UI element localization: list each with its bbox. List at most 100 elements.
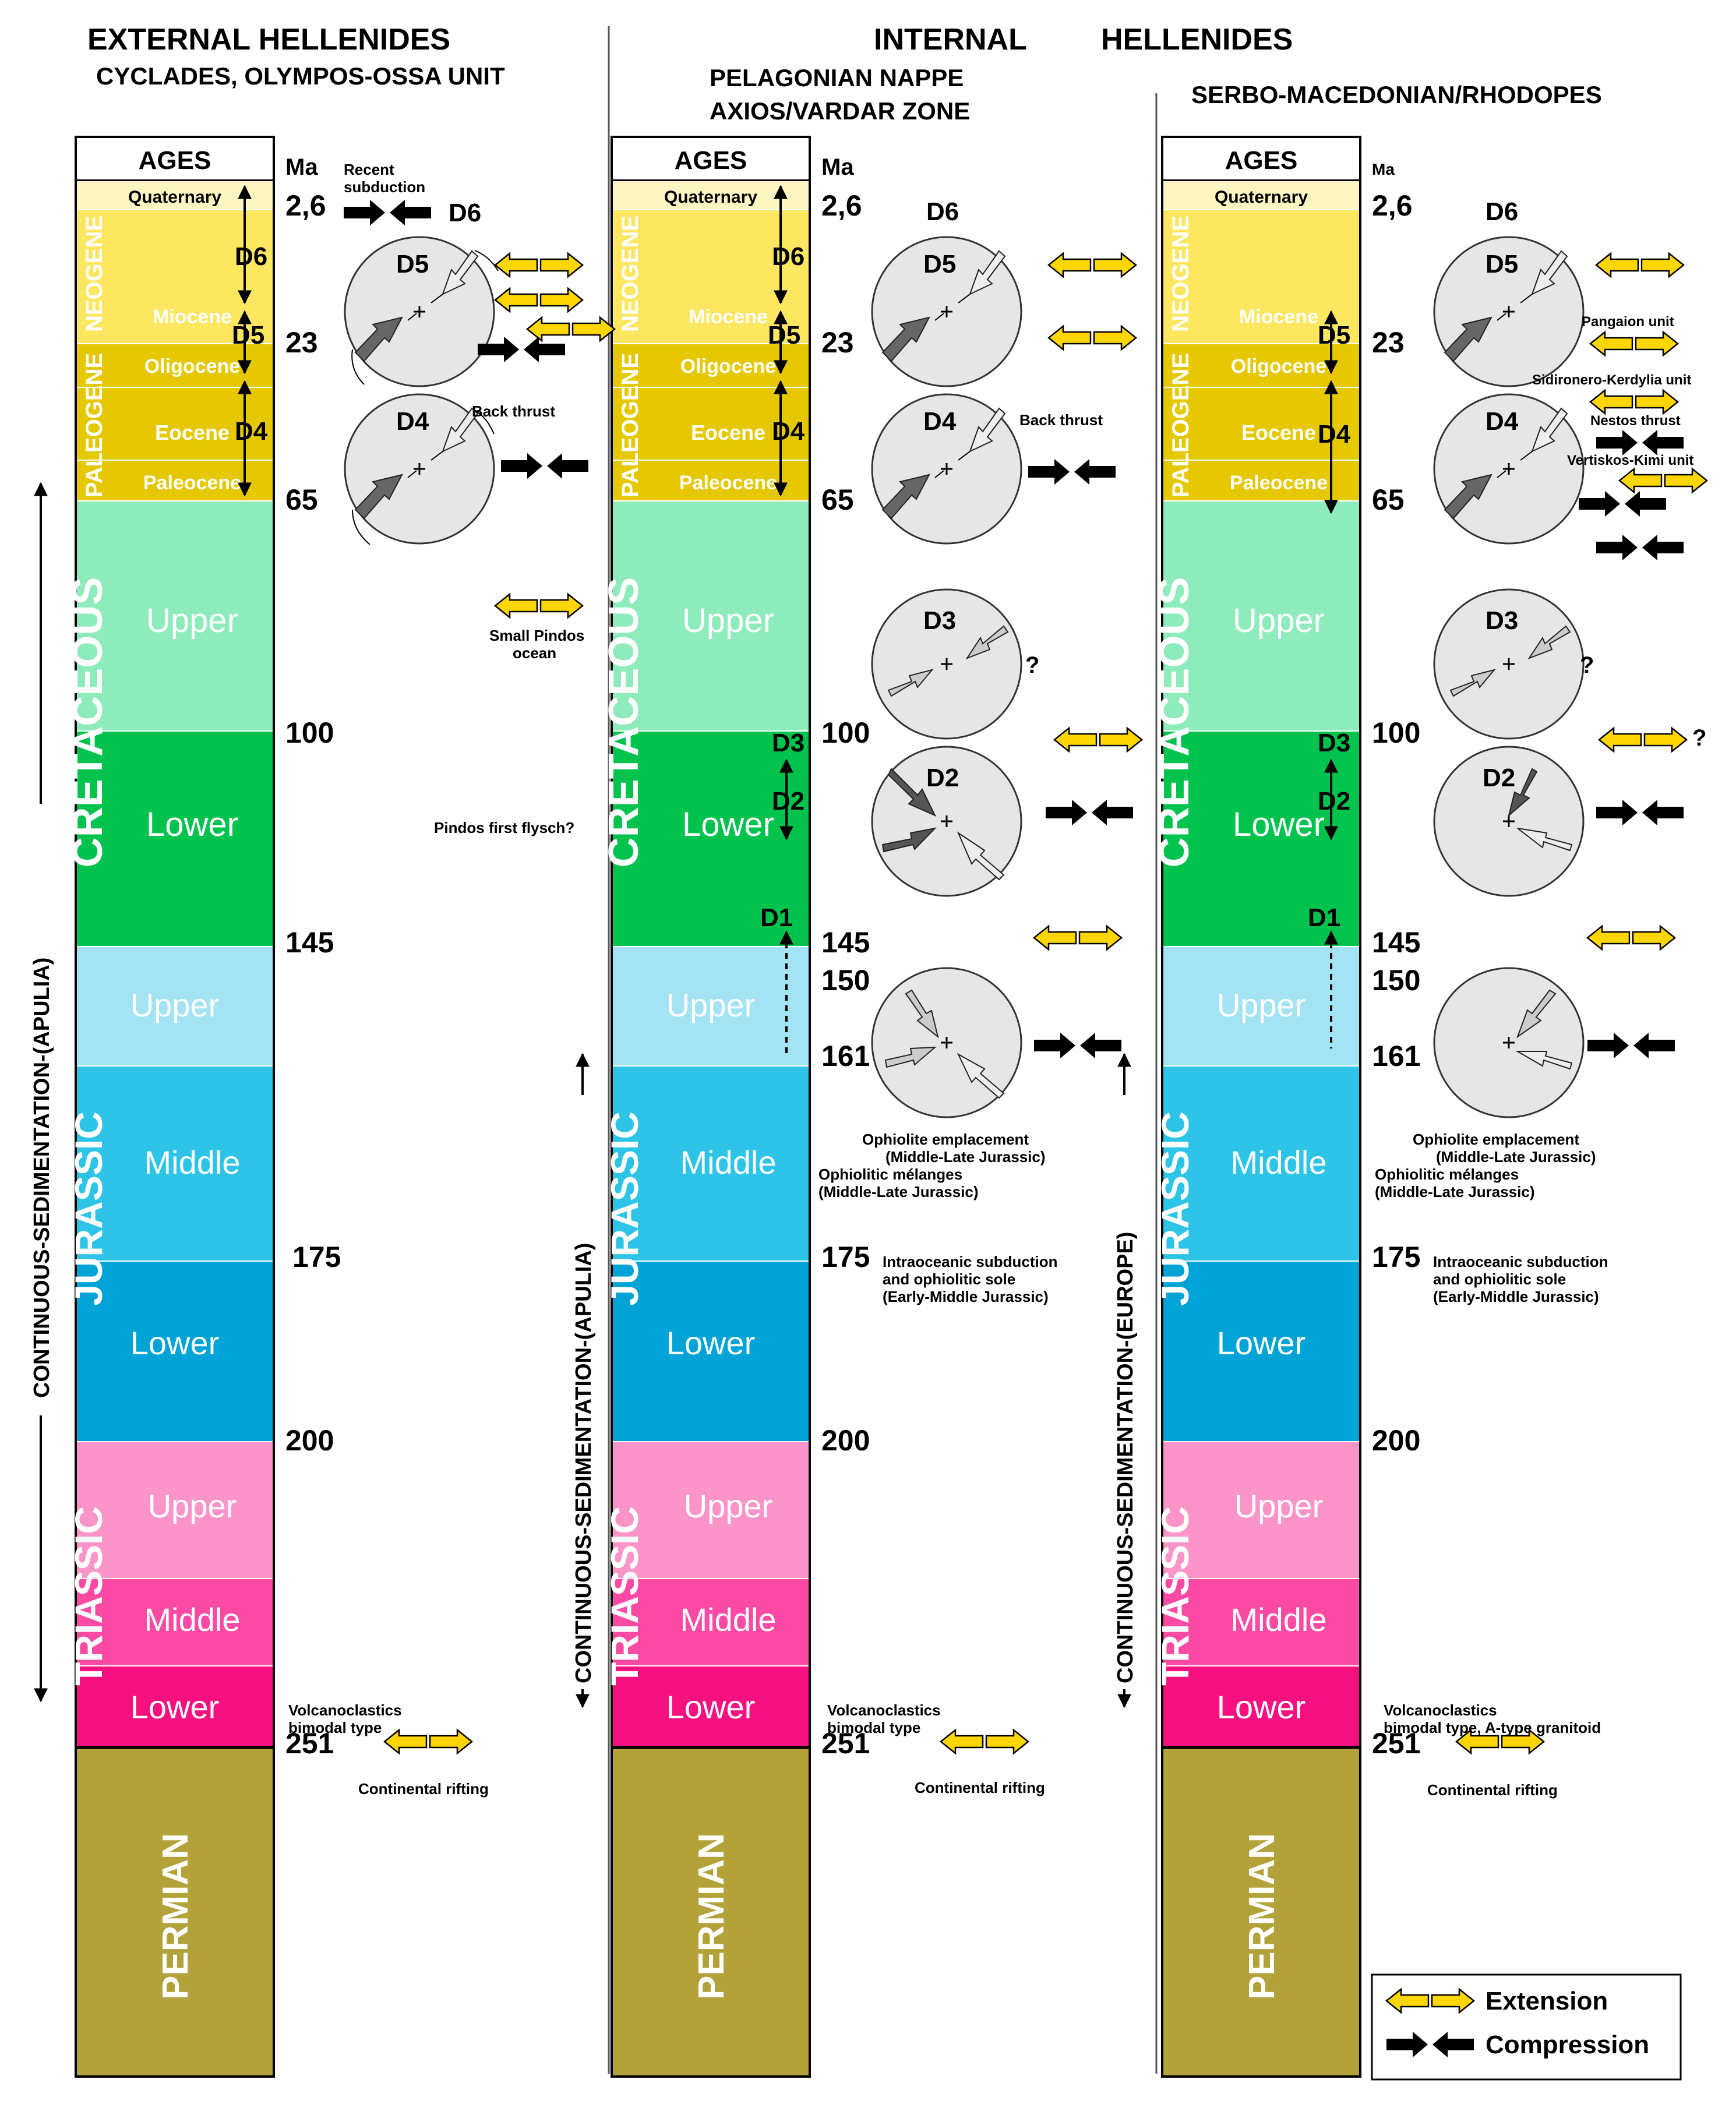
epoch-label-upper: Upper (1217, 987, 1306, 1023)
epoch-label-upper: Upper (1233, 602, 1325, 640)
epoch-label-lower: Lower (682, 806, 774, 843)
extension-pangaion-col3 (1589, 331, 1679, 356)
strain-circle-d1-col2 (871, 967, 1022, 1118)
ma-labels: Ma 2,6 23 65 100 145 175 200 251 Ma 2,6 23 65 100 145 1… (285, 154, 1420, 1760)
intraoceanic-3-col2: (Early-Middle Jurassic) (883, 1288, 1049, 1305)
volcano-2-col1: bimodal type (288, 1719, 382, 1736)
epoch-label-oligocene: Oligocene (1231, 355, 1326, 377)
back-thrust-col1: Back thrust (472, 402, 555, 420)
ma-value: 23 (285, 326, 318, 359)
ophiolitic-mel-1-col3: Ophiolitic mélanges (1375, 1166, 1519, 1183)
d3-label-col2: D3 (772, 729, 805, 757)
epoch-label-miocene: Miocene (689, 306, 768, 328)
epoch-label-middle: Middle (144, 1144, 241, 1181)
ma-value: 65 (285, 483, 318, 516)
legend-extension-label: Extension (1486, 1987, 1608, 2015)
intraoceanic-2-col3: and ophiolitic sole (1433, 1270, 1566, 1288)
extension-d3-col2 (1053, 727, 1143, 753)
volcano-1-col1: Volcanoclastics (288, 1701, 402, 1719)
d4-label-col2: D4 (772, 417, 805, 446)
compression-d4b-col3 (1596, 535, 1684, 560)
extension-d5a-col2 (1047, 252, 1137, 278)
strain-circle-d2-col3 (1433, 746, 1585, 897)
triassic-upper-cell (75, 1441, 274, 1579)
epoch-label-lower: Lower (1233, 806, 1325, 843)
d2-circle-label-col3: D2 (1483, 764, 1515, 792)
vertical-label-col2: CONTINUOUS-SEDIMENTATION-(APULIA) (571, 1243, 596, 1683)
epoch-label-lower: Lower (1217, 1325, 1306, 1361)
strain-circle-d3-col3 (1433, 588, 1585, 740)
d4-circle-label-col2: D4 (923, 407, 957, 436)
compression-d4-col1 (501, 453, 588, 479)
volcano-1-col3: Volcanoclastics (1384, 1701, 1497, 1719)
d2-circle-label-col2: D2 (926, 764, 959, 792)
extension-pindos-col1 (494, 593, 584, 619)
vertical-label-col3: CONTINUOUS-SEDIMENTATION-(EUROPE) (1113, 1232, 1138, 1683)
compression-d2-col2 (1046, 800, 1133, 825)
epoch-label-miocene: Miocene (1239, 306, 1318, 328)
extension-vertiskos-col3 (1618, 468, 1708, 493)
epoch-label-upper: Upper (130, 987, 220, 1023)
jurassic-lower-cell (75, 1260, 274, 1442)
d4-circle-label-col1: D4 (396, 407, 429, 436)
volcano-2-col2: bimodal type (827, 1719, 920, 1736)
triassic-lower-cell (75, 1665, 274, 1748)
epoch-label-middle: Middle (1231, 1601, 1327, 1638)
ma-value: 145 (1372, 926, 1420, 959)
ophiolite-emp-2-col3: (Middle-Late Jurassic) (1436, 1148, 1596, 1166)
period-label-neogene: NEOGENE (1168, 216, 1194, 332)
triassic-upper-cell (1162, 1441, 1361, 1579)
sidironero-unit: Sidironero-Kerdylia unit (1532, 372, 1691, 388)
rifting-col1: Continental rifting (358, 1780, 489, 1798)
ma-value: 175 (1372, 1241, 1420, 1273)
column-1: AGES Quaternary Miocene Oligocene Eocene Pale… (65, 136, 275, 2078)
epoch-label-paleocene: Paleocene (1230, 472, 1328, 494)
col3-subtitle: SERBO-MACEDONIAN/RHODOPES (1191, 81, 1602, 108)
compression-d4a-col3 (1579, 491, 1666, 517)
strain-circle-d2-col2 (871, 746, 1022, 897)
rifting-col3: Continental rifting (1427, 1781, 1558, 1799)
period-label-cretaceous: CRETACEOUS (65, 577, 111, 868)
permian-cell (1162, 1747, 1361, 2077)
intraoceanic-2-col2: and ophiolitic sole (883, 1270, 1015, 1288)
jurassic-lower-cell (1162, 1260, 1361, 1442)
d6-top-label-col2: D6 (926, 197, 959, 226)
d4-circle-label-col3: D4 (1486, 407, 1519, 436)
ma-value: 161 (821, 1040, 870, 1072)
vertiskos-unit: Vertiskos-Kimi unit (1567, 453, 1693, 468)
column-3: AGES Quaternary Miocene Oligocene Eocene Pale… (1151, 136, 1361, 2078)
ma-value: 200 (821, 1424, 870, 1457)
ma-value: 23 (821, 326, 854, 359)
d4-label-col3: D4 (1318, 420, 1351, 449)
extension-d5b-col2 (1047, 325, 1137, 351)
extension-rift-col1 (383, 1729, 473, 1754)
period-label-jurassic: JURASSIC (603, 1111, 646, 1306)
d2-label-col2: D2 (772, 787, 805, 815)
ages-header-label: AGES (139, 146, 211, 175)
ma-value: 150 (821, 964, 870, 997)
column-outline (611, 136, 811, 2078)
period-label-neogene: NEOGENE (82, 216, 107, 332)
period-label-triassic: TRIASSIC (67, 1506, 110, 1686)
compression-d5-col1 (478, 337, 565, 362)
period-label-permian: PERMIAN (156, 1833, 196, 2000)
period-label-cretaceous: CRETACEOUS (601, 577, 647, 868)
extension-d5a-col3 (1595, 252, 1685, 278)
annotations: Recent subduction Back thrust Back thrus… (288, 161, 1706, 1799)
compression-d6-col1 (344, 200, 431, 225)
d6-label-col2: D6 (772, 242, 805, 271)
d2-label-col3: D2 (1318, 787, 1350, 815)
ma-value: 251 (285, 1727, 334, 1760)
epoch-label-middle: Middle (144, 1601, 241, 1638)
ma-unit-label: Ma (285, 154, 318, 180)
d3-question-col3: ? (1580, 652, 1594, 678)
ma-value: 145 (821, 926, 870, 959)
epoch-label-upper: Upper (666, 987, 756, 1023)
external-subtitle: CYCLADES, OLYMPOS-OSSA UNIT (96, 62, 505, 90)
phase-arrows-col1: D6 D5 D4 (232, 185, 268, 497)
quaternary-label: Quaternary (1215, 188, 1308, 207)
epoch-label-upper: Upper (1234, 1488, 1324, 1524)
extension-d5b-col1 (494, 287, 584, 313)
pindos-flysch: Pindos first flysch? (434, 819, 574, 836)
